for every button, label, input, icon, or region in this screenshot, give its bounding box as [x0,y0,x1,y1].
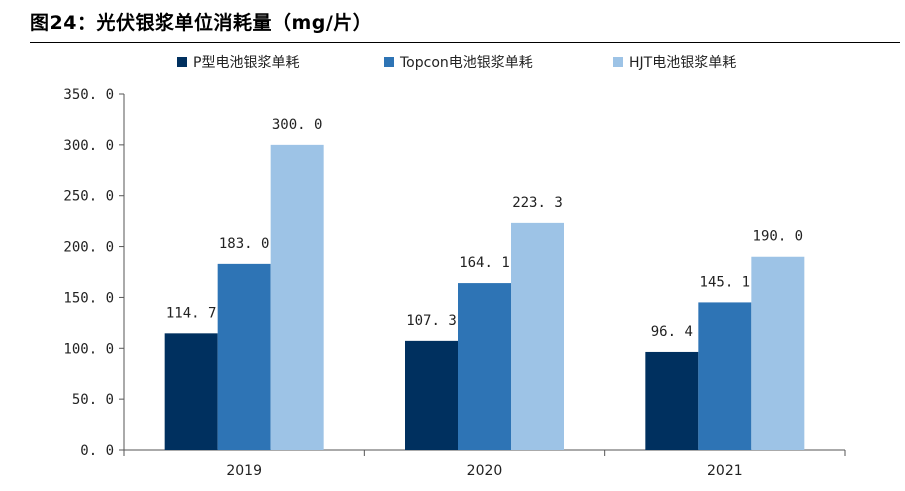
bar-p-type [405,340,458,450]
data-label: 96. 4 [651,324,693,340]
data-label: 223. 3 [512,195,563,211]
y-tick-label: 150. 0 [63,290,114,306]
bar-hjt [511,222,564,450]
y-tick-label: 350. 0 [63,87,114,103]
figure-title: 图24：光伏银浆单位消耗量（mg/片） [30,12,373,34]
y-tick-label: 100. 0 [63,341,114,357]
legend-label: P型电池银浆单耗 [193,55,299,71]
data-label: 164. 1 [459,255,510,271]
legend-label: HJT电池银浆单耗 [629,55,736,71]
bar-p-type [645,351,699,450]
legend-label: Topcon电池银浆单耗 [399,55,533,71]
data-label: 114. 7 [166,305,217,321]
title-underline [30,42,900,43]
bar-topcon [458,283,511,450]
x-category-label: 2019 [226,463,262,479]
bar-topcon [698,302,752,450]
bar-topcon [217,263,271,450]
data-label: 145. 1 [700,274,751,290]
data-label: 183. 0 [219,236,270,252]
data-label: 190. 0 [753,229,804,245]
data-label: 300. 0 [272,117,323,133]
bar-p-type [164,333,218,450]
legend-swatch [384,57,394,67]
data-label: 107. 3 [406,313,457,329]
y-tick-label: 200. 0 [63,240,114,256]
bar-hjt [270,144,324,450]
y-tick-label: 250. 0 [63,189,114,205]
y-tick-label: 50. 0 [72,392,114,408]
bar-hjt [751,256,805,450]
legend-swatch [613,57,623,67]
x-category-label: 2020 [467,463,503,479]
y-tick-label: 300. 0 [63,138,114,154]
y-tick-label: 0. 0 [80,443,114,459]
x-category-label: 2021 [707,463,743,479]
legend-swatch [177,57,187,67]
